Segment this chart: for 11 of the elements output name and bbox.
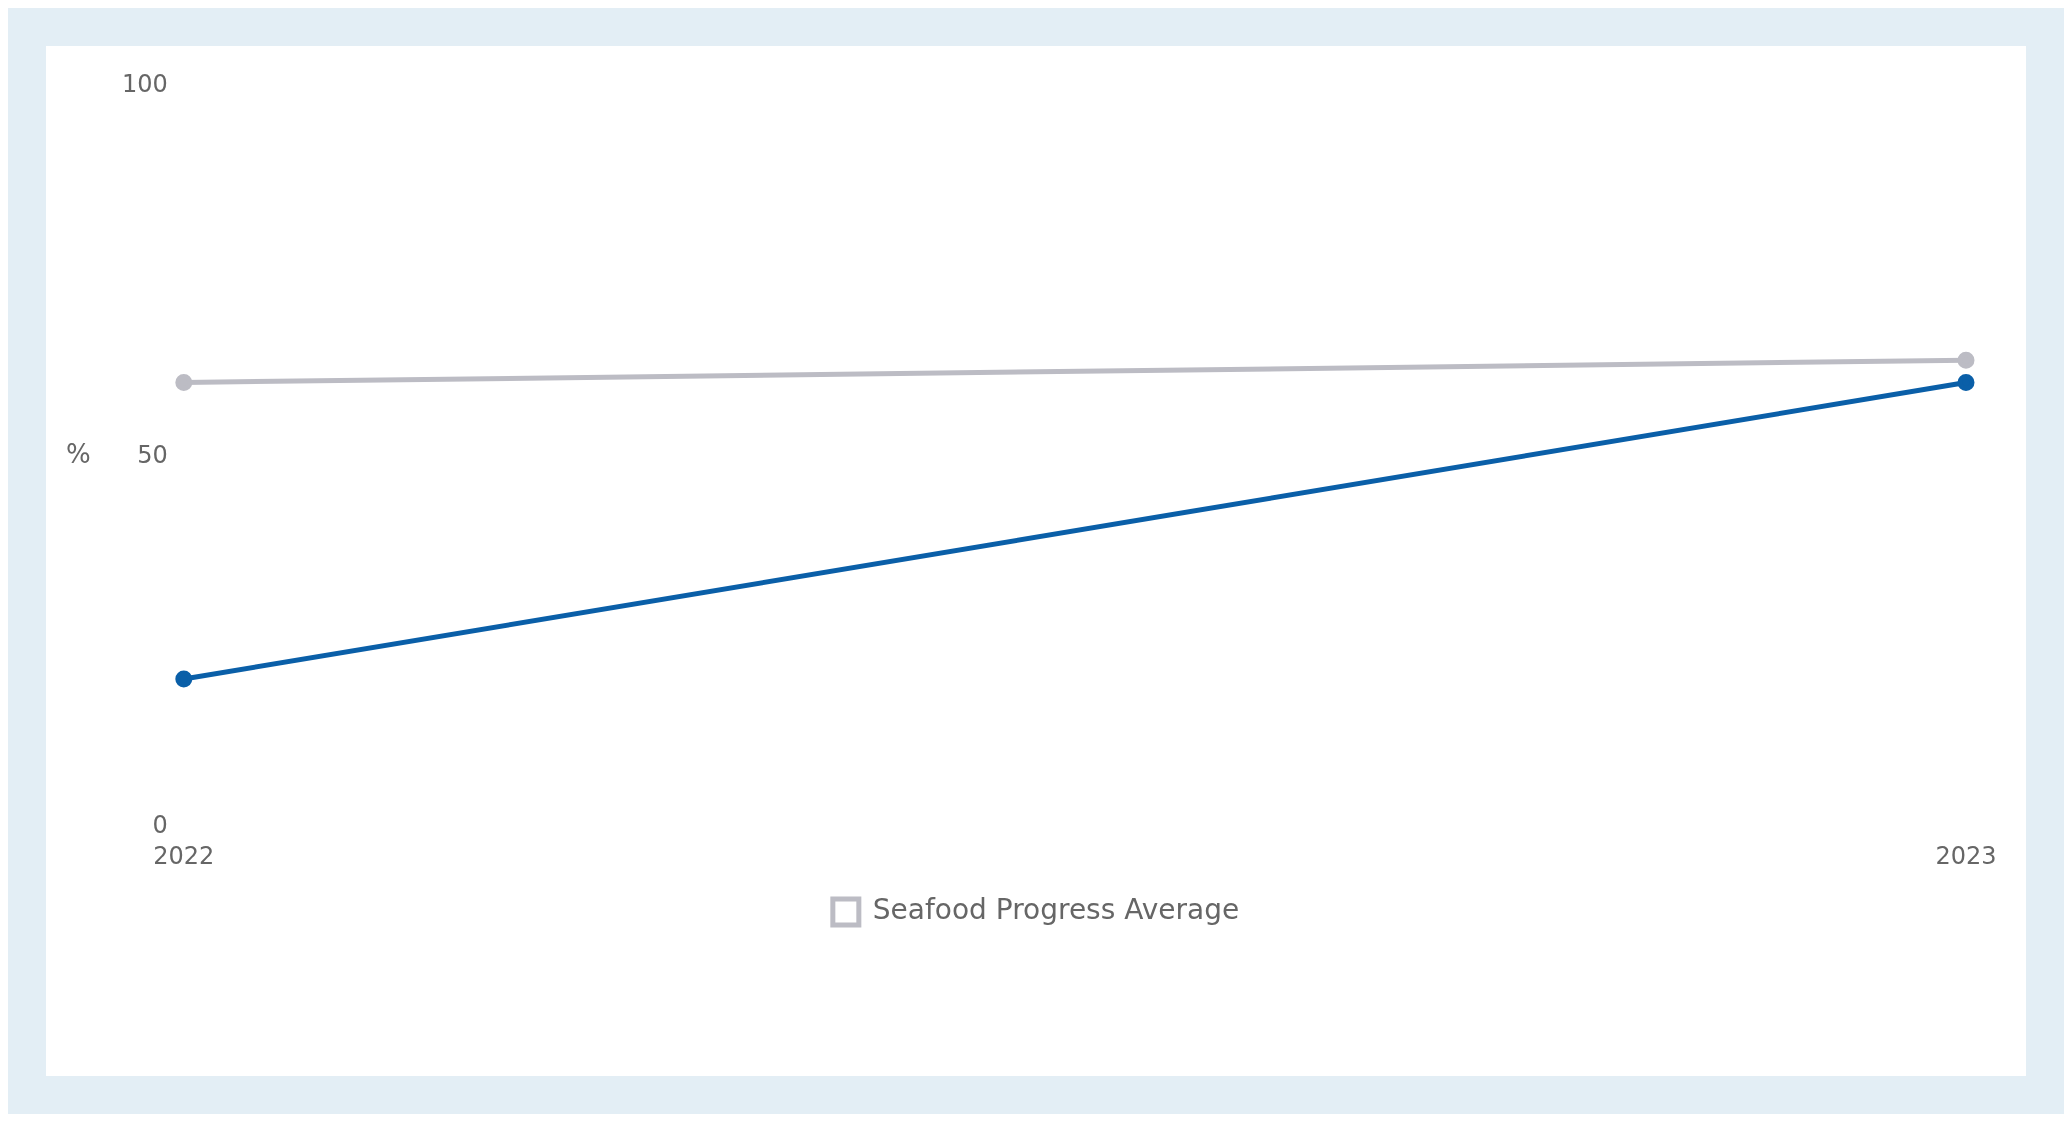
point xyxy=(175,373,193,391)
y-tick-label: 50 xyxy=(137,440,168,469)
point xyxy=(1957,373,1975,391)
y-tick-label: 0 xyxy=(152,811,168,840)
x-tick-label: 2023 xyxy=(1935,841,1997,870)
y-axis-title: % xyxy=(66,439,91,470)
point xyxy=(175,670,193,688)
x-tick-label: 2022 xyxy=(153,841,215,870)
legend-label: Seafood Progress Average xyxy=(872,893,1240,927)
point xyxy=(1957,351,1975,369)
y-tick-label: 100 xyxy=(122,70,168,99)
